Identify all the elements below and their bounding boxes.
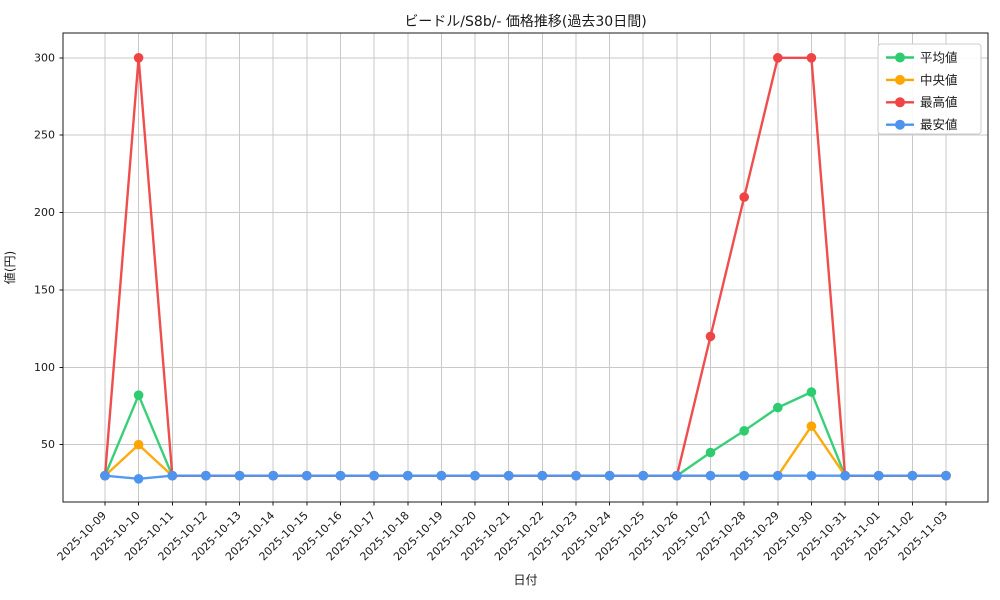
data-point-min bbox=[672, 470, 682, 481]
data-point-min bbox=[571, 470, 581, 481]
data-point-min bbox=[638, 470, 648, 481]
data-point-min bbox=[840, 470, 850, 481]
data-point-min bbox=[537, 470, 548, 481]
legend-marker bbox=[895, 74, 905, 85]
chart-title: ビードル/S8b/- 価格推移(過去30日間) bbox=[404, 14, 646, 30]
data-point-average bbox=[705, 447, 716, 458]
legend-label: 最高値 bbox=[920, 95, 958, 110]
series-line-min bbox=[103, 474, 948, 480]
data-point-min bbox=[268, 470, 279, 481]
legend-marker bbox=[895, 119, 905, 130]
data-point-median bbox=[806, 421, 817, 432]
data-point-min bbox=[739, 470, 749, 481]
y-tick-label: 200 bbox=[34, 206, 55, 219]
data-point-min bbox=[167, 470, 178, 481]
y-tick-label: 300 bbox=[34, 51, 55, 64]
data-point-min bbox=[436, 470, 447, 481]
series-min bbox=[100, 470, 951, 484]
y-tick-label: 250 bbox=[34, 129, 55, 142]
data-point-min bbox=[201, 470, 211, 481]
data-point-min bbox=[503, 470, 514, 481]
data-point-min bbox=[234, 470, 245, 481]
y-tick-label: 100 bbox=[34, 361, 55, 374]
data-point-median bbox=[133, 439, 144, 450]
y-tick-label: 150 bbox=[34, 283, 55, 296]
chart-grid bbox=[63, 33, 988, 502]
y-tick-label: 50 bbox=[41, 438, 55, 451]
legend-marker bbox=[895, 97, 905, 108]
legend-label: 中央値 bbox=[920, 72, 958, 87]
data-point-min bbox=[100, 470, 110, 481]
data-point-average bbox=[133, 390, 144, 401]
y-axis-label: 値(円) bbox=[2, 251, 17, 284]
plot-border bbox=[62, 32, 989, 503]
legend-box bbox=[877, 43, 982, 135]
data-point-min bbox=[604, 470, 615, 481]
legend-marker bbox=[895, 52, 905, 63]
data-point-min bbox=[369, 470, 379, 481]
data-point-max bbox=[705, 331, 716, 342]
data-point-max bbox=[133, 53, 144, 63]
data-point-min bbox=[133, 474, 144, 484]
x-axis-label: 日付 bbox=[513, 573, 537, 587]
data-point-min bbox=[403, 470, 413, 481]
data-point-max bbox=[806, 53, 817, 63]
legend-label: 平均値 bbox=[920, 50, 958, 65]
data-point-min bbox=[806, 470, 817, 481]
data-point-average bbox=[773, 402, 783, 413]
data-point-min bbox=[873, 470, 884, 481]
data-point-max bbox=[773, 53, 783, 63]
data-point-min bbox=[773, 470, 783, 481]
data-point-min bbox=[335, 470, 346, 481]
legend-label: 最安値 bbox=[920, 117, 958, 132]
data-point-min bbox=[907, 470, 918, 481]
y-axis: 50 100 150 200 250 300 bbox=[34, 51, 63, 451]
data-point-min bbox=[705, 470, 716, 481]
data-point-min bbox=[470, 470, 480, 481]
data-point-min bbox=[302, 470, 312, 481]
data-point-max bbox=[739, 192, 749, 202]
data-point-average bbox=[739, 426, 749, 436]
data-point-min bbox=[941, 470, 951, 481]
data-point-average bbox=[806, 387, 817, 397]
